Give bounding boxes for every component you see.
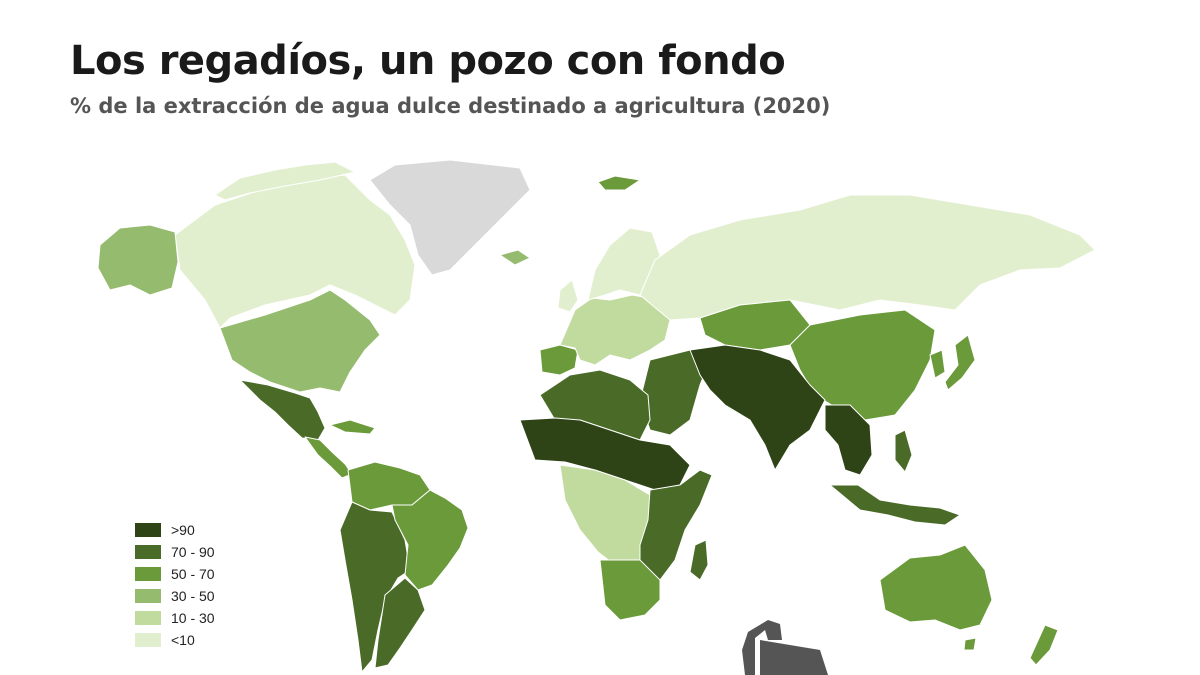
region-canadian-islands bbox=[214, 161, 356, 201]
legend-swatch bbox=[135, 611, 161, 625]
region-cuba bbox=[329, 419, 376, 435]
region-sahel bbox=[519, 417, 691, 491]
region-svalbard bbox=[597, 175, 641, 191]
legend-swatch bbox=[135, 567, 161, 581]
region-madagascar bbox=[689, 539, 709, 581]
region-brazil bbox=[391, 489, 469, 591]
page-subtitle: % de la extracción de agua dulce destina… bbox=[70, 94, 831, 118]
region-new-zealand bbox=[1029, 624, 1059, 666]
region-south-asia bbox=[689, 344, 826, 471]
legend-label: 50 - 70 bbox=[171, 566, 215, 582]
legend-item: 10 - 30 bbox=[135, 608, 215, 628]
region-southern-africa bbox=[599, 559, 661, 621]
region-tasmania bbox=[963, 637, 977, 651]
legend-swatch bbox=[135, 523, 161, 537]
region-indonesia bbox=[829, 484, 961, 526]
legend-item: 50 - 70 bbox=[135, 564, 215, 584]
legend-item: 30 - 50 bbox=[135, 586, 215, 606]
region-europe bbox=[559, 294, 671, 366]
map-legend: >90 70 - 90 50 - 70 30 - 50 10 - 30 <10 bbox=[135, 520, 215, 652]
legend-label: 10 - 30 bbox=[171, 610, 215, 626]
legend-label: <10 bbox=[171, 632, 195, 648]
region-korea bbox=[929, 349, 946, 379]
watering-can-icon bbox=[742, 620, 828, 675]
legend-item: 70 - 90 bbox=[135, 542, 215, 562]
region-southeast-asia bbox=[824, 404, 873, 476]
region-greenland bbox=[369, 159, 531, 276]
region-argentina bbox=[374, 577, 426, 669]
legend-item: <10 bbox=[135, 630, 215, 650]
region-mexico bbox=[239, 379, 326, 441]
region-central-america bbox=[304, 436, 353, 479]
region-iberia bbox=[539, 344, 579, 376]
region-russia bbox=[639, 194, 1096, 321]
region-australia bbox=[879, 544, 993, 631]
legend-swatch bbox=[135, 589, 161, 603]
legend-swatch bbox=[135, 545, 161, 559]
legend-label: 70 - 90 bbox=[171, 544, 215, 560]
legend-item: >90 bbox=[135, 520, 215, 540]
region-east-africa bbox=[639, 469, 713, 581]
region-united-states bbox=[219, 289, 381, 393]
legend-label: 30 - 50 bbox=[171, 588, 215, 604]
legend-label: >90 bbox=[171, 522, 195, 538]
legend-swatch bbox=[135, 633, 161, 647]
region-alaska bbox=[97, 224, 179, 296]
page-title: Los regadíos, un pozo con fondo bbox=[70, 38, 786, 84]
region-uk bbox=[557, 279, 579, 313]
region-scandinavia bbox=[587, 227, 661, 301]
region-iceland bbox=[499, 249, 531, 266]
region-japan bbox=[944, 334, 976, 391]
region-philippines bbox=[894, 429, 913, 473]
